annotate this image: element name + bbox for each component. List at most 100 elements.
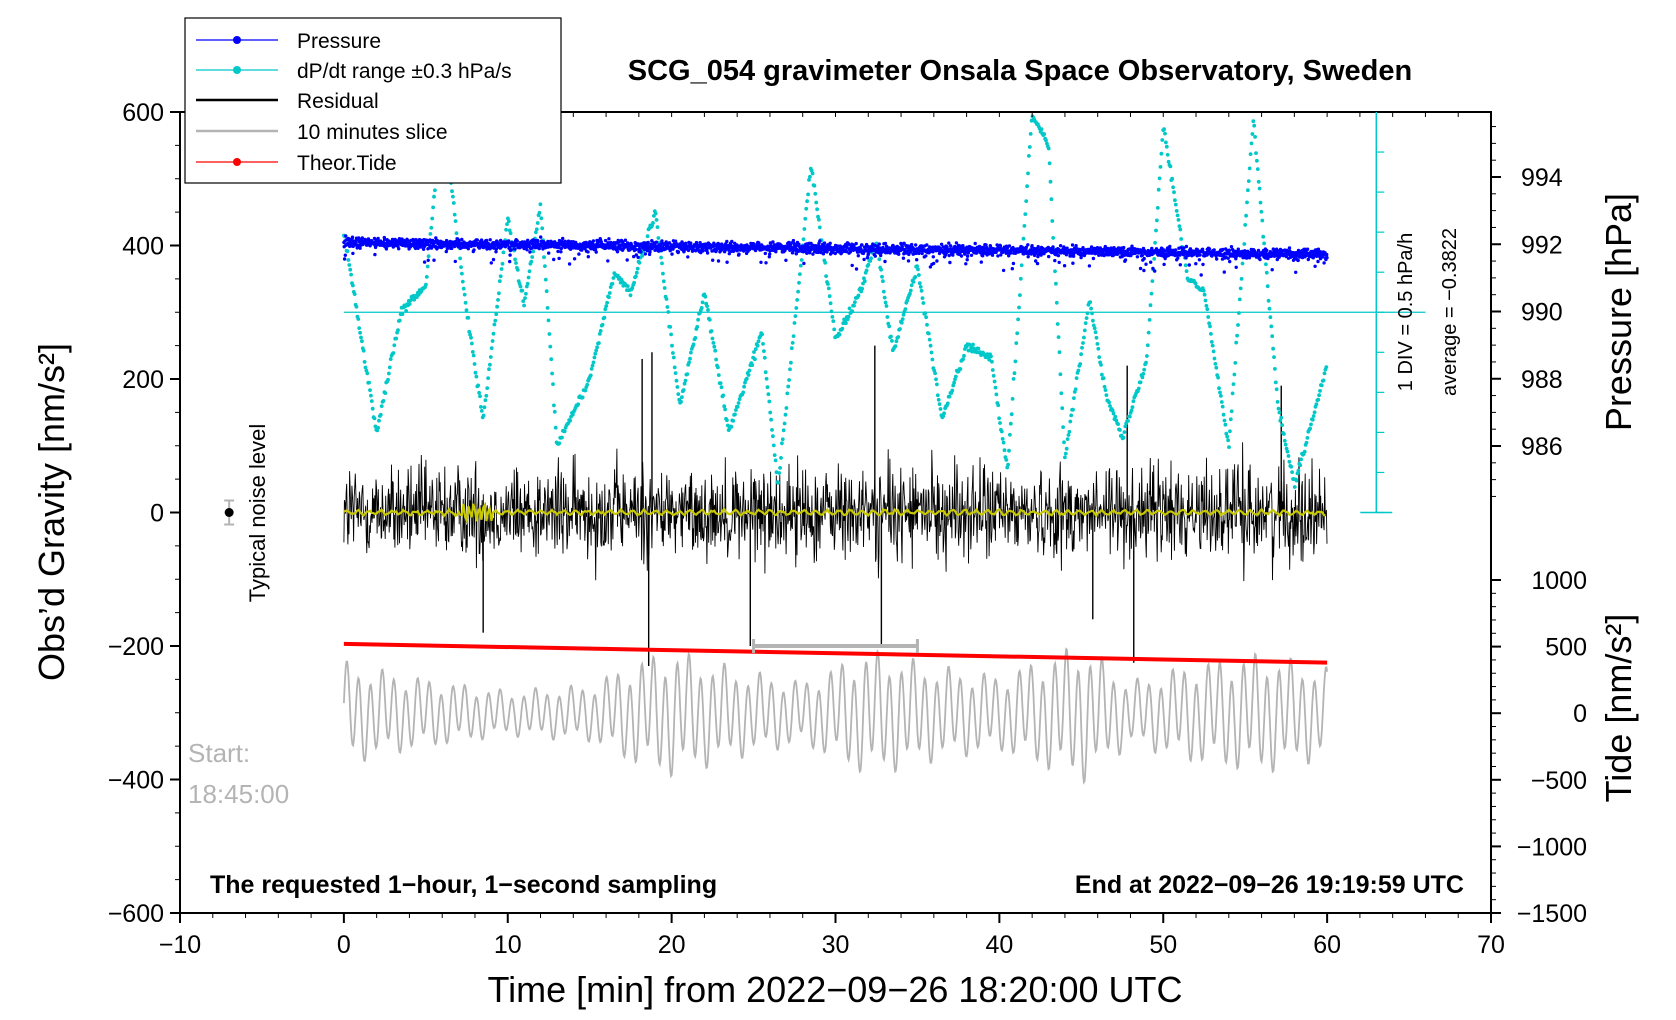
pressure-point [805, 251, 809, 255]
dpdt-point [823, 260, 828, 265]
dpdt-point [705, 304, 709, 308]
dpdt-point [607, 291, 612, 295]
dpdt-point [1286, 454, 1291, 458]
dpdt-point [628, 293, 633, 298]
dpdt-point [469, 335, 473, 340]
dpdt-point [493, 318, 498, 323]
dpdt-point [844, 321, 848, 326]
pressure-point [844, 249, 849, 254]
dpdt-point [938, 407, 943, 411]
dpdt-point [1126, 419, 1130, 423]
dpdt-point [899, 320, 904, 325]
dpdt-point [611, 276, 616, 280]
dpdt-point [1274, 387, 1279, 392]
dpdt-point [1011, 377, 1016, 381]
y-tick-label: −400 [108, 767, 164, 795]
pressure-point [1010, 267, 1014, 271]
pressure-point [969, 253, 974, 257]
pressure-point [1322, 261, 1326, 265]
pressure-point [1270, 268, 1274, 272]
dpdt-point [1002, 448, 1007, 453]
dpdt-point [369, 399, 374, 403]
dpdt-point [1259, 209, 1264, 214]
pressure-point [350, 235, 355, 239]
dpdt-point [920, 296, 925, 300]
dpdt-point [1282, 432, 1286, 436]
dpdt-point [710, 336, 715, 341]
dpdt-point [1322, 371, 1327, 376]
chart-title: SCG_054 gravimeter Onsala Space Observat… [628, 55, 1412, 87]
dpdt-point [1324, 365, 1329, 369]
dpdt-point [746, 373, 751, 377]
dpdt-point [1097, 355, 1102, 359]
dpdt-point [1226, 438, 1230, 443]
dpdt-point [1202, 292, 1207, 297]
dpdt-point [1069, 413, 1074, 418]
pressure-point [556, 249, 560, 254]
dpdt-point [880, 274, 884, 279]
pressure-point [1188, 247, 1193, 251]
dpdt-point [1123, 424, 1128, 429]
pressure-point [791, 238, 796, 243]
dpdt-point [994, 392, 999, 397]
dpdt-point [433, 188, 437, 193]
dpdt-point [1082, 328, 1087, 333]
dpdt-point [1216, 375, 1220, 380]
pressure-point [397, 247, 401, 251]
dpdt-point [542, 255, 546, 260]
pressure-point [809, 241, 813, 246]
dpdt-point [903, 307, 908, 311]
dpdt-point [976, 346, 981, 351]
dpdt-point [783, 412, 788, 417]
dpdt-point [1176, 218, 1181, 222]
pressure-point [1008, 251, 1013, 255]
pressure-point [759, 260, 763, 264]
dpdt-point [1062, 440, 1066, 445]
pressure-point [883, 259, 887, 264]
dpdt-point [917, 273, 921, 277]
dpdt-point [687, 360, 691, 365]
dpdt-point [1046, 146, 1051, 151]
pressure-point [730, 239, 734, 244]
pressure-point [990, 253, 995, 257]
tide-tick-label: −1500 [1517, 900, 1587, 928]
dpdt-point [1028, 132, 1033, 136]
pressure-point [606, 259, 610, 263]
pressure-point [716, 259, 721, 263]
dpdt-point [971, 342, 975, 347]
pressure-point [1207, 247, 1212, 251]
dpdt-point [466, 315, 471, 320]
dpdt-point [464, 308, 469, 313]
dpdt-point [1212, 356, 1217, 361]
dpdt-point [1205, 307, 1210, 312]
tide-tick-label: −1000 [1517, 833, 1587, 861]
dpdt-point [776, 480, 781, 485]
pressure-point [1001, 268, 1006, 273]
dpdt-point [935, 382, 939, 387]
pressure-point [494, 250, 498, 254]
pressure-point [1215, 257, 1219, 261]
dpdt-point [1236, 323, 1240, 327]
dpdt-point [352, 292, 357, 296]
dpdt-point [674, 378, 679, 383]
pressure-point [515, 239, 519, 243]
pressure-point [1187, 263, 1192, 267]
pressure-point [906, 259, 911, 263]
x-tick-label: 20 [658, 931, 686, 959]
dpdt-point [773, 458, 778, 463]
dpdt-point [346, 258, 351, 262]
dpdt-point [945, 401, 950, 406]
pressure-point [1168, 244, 1172, 249]
dpdt-point [1010, 397, 1015, 401]
dpdt-point [608, 285, 613, 289]
dpdt-point [474, 374, 479, 379]
pressure-point [1007, 254, 1011, 258]
dpdt-point [700, 300, 705, 305]
dpdt-point [909, 283, 914, 288]
dpdt-point [1024, 199, 1029, 204]
dpdt-point [428, 232, 433, 236]
dpdt-point [716, 365, 720, 370]
pressure-tick-label: 990 [1521, 299, 1563, 327]
dpdt-point [378, 412, 383, 417]
dpdt-point [1141, 372, 1146, 376]
